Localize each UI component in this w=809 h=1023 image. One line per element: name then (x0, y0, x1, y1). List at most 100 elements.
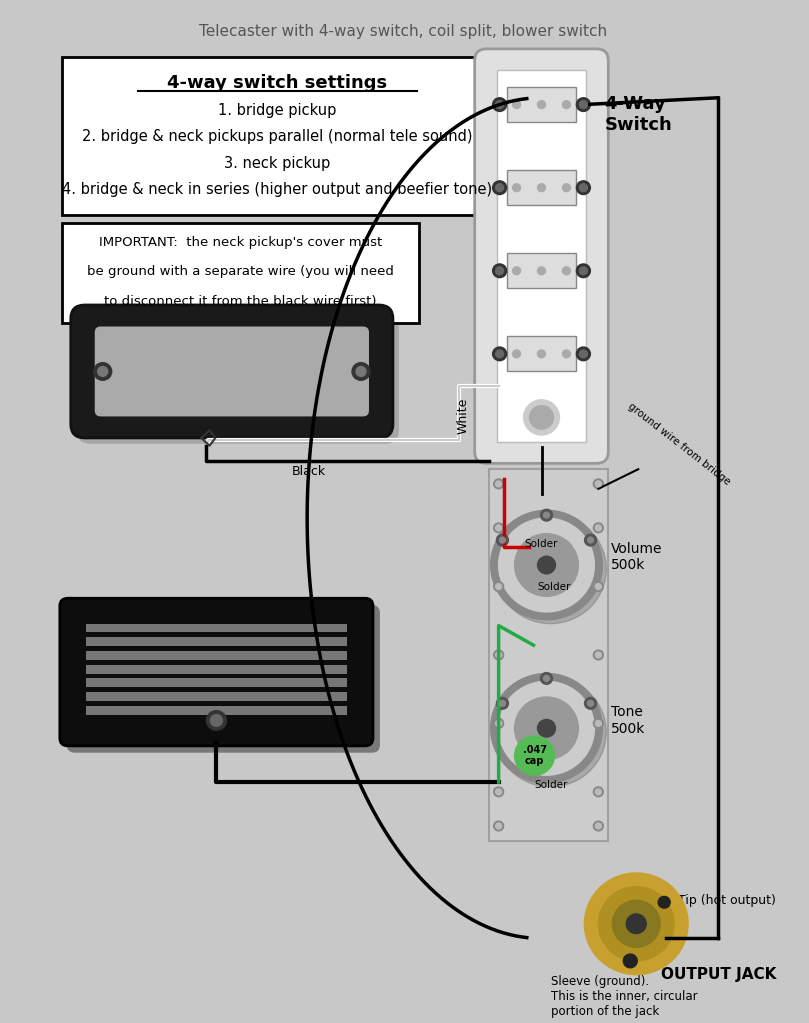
Circle shape (515, 697, 578, 759)
Circle shape (576, 98, 591, 112)
Circle shape (530, 406, 553, 429)
Circle shape (496, 100, 504, 108)
Text: Tone
500k: Tone 500k (612, 705, 646, 736)
Circle shape (497, 534, 508, 546)
Circle shape (210, 715, 222, 726)
Circle shape (493, 821, 504, 831)
FancyBboxPatch shape (67, 605, 380, 753)
Text: 3. neck pickup: 3. neck pickup (224, 155, 330, 171)
Circle shape (513, 350, 520, 358)
Circle shape (593, 650, 604, 660)
Circle shape (593, 479, 604, 489)
Circle shape (537, 100, 545, 108)
FancyBboxPatch shape (506, 87, 576, 122)
Text: Volume
500k: Volume 500k (612, 542, 663, 572)
Circle shape (493, 582, 504, 591)
Circle shape (579, 184, 587, 191)
Bar (86, 651, 347, 660)
FancyBboxPatch shape (506, 337, 576, 371)
Text: 2. bridge & neck pickups parallel (normal tele sound): 2. bridge & neck pickups parallel (norma… (82, 129, 472, 144)
Circle shape (584, 873, 688, 975)
FancyBboxPatch shape (60, 598, 373, 746)
Circle shape (659, 896, 670, 908)
Circle shape (513, 100, 520, 108)
Text: Sleeve (ground).
This is the inner, circular
portion of the jack: Sleeve (ground). This is the inner, circ… (552, 975, 698, 1018)
Circle shape (490, 673, 603, 783)
Circle shape (494, 677, 606, 787)
Circle shape (513, 184, 520, 191)
Circle shape (493, 718, 504, 728)
Circle shape (593, 523, 604, 533)
Circle shape (352, 363, 370, 381)
Circle shape (587, 701, 594, 706)
FancyBboxPatch shape (61, 56, 493, 215)
Circle shape (490, 510, 603, 620)
FancyBboxPatch shape (497, 71, 587, 442)
Circle shape (496, 789, 502, 795)
Circle shape (94, 363, 112, 381)
Circle shape (498, 681, 595, 775)
Circle shape (496, 350, 504, 358)
Circle shape (493, 787, 504, 797)
FancyBboxPatch shape (95, 326, 369, 416)
FancyBboxPatch shape (475, 49, 608, 463)
Circle shape (585, 698, 596, 709)
Circle shape (498, 518, 595, 612)
Text: White: White (456, 397, 469, 434)
Circle shape (515, 737, 554, 775)
Text: .047
cap: .047 cap (523, 745, 547, 766)
Text: Black: Black (292, 464, 326, 478)
Circle shape (595, 525, 601, 531)
Text: Solder: Solder (535, 780, 568, 790)
Text: to disconnect it from the black wire first): to disconnect it from the black wire fir… (104, 295, 376, 308)
Circle shape (493, 264, 506, 277)
Circle shape (540, 672, 553, 684)
Circle shape (562, 100, 570, 108)
FancyBboxPatch shape (489, 470, 608, 841)
Text: 4-way switch settings: 4-way switch settings (167, 74, 388, 92)
Circle shape (562, 267, 570, 275)
Text: OUTPUT JACK: OUTPUT JACK (661, 967, 777, 982)
Circle shape (496, 824, 502, 829)
Circle shape (537, 350, 545, 358)
Circle shape (494, 515, 606, 624)
Bar (86, 706, 347, 715)
Circle shape (513, 267, 520, 275)
Circle shape (595, 652, 601, 658)
Circle shape (579, 267, 587, 275)
FancyBboxPatch shape (61, 223, 419, 322)
Circle shape (493, 347, 506, 361)
Circle shape (593, 582, 604, 591)
Text: 1. bridge pickup: 1. bridge pickup (218, 103, 337, 118)
Circle shape (537, 184, 545, 191)
Circle shape (496, 652, 502, 658)
Circle shape (587, 537, 594, 543)
Text: Solder: Solder (538, 581, 571, 591)
FancyBboxPatch shape (77, 311, 399, 444)
Circle shape (537, 719, 556, 737)
Circle shape (206, 711, 227, 730)
Circle shape (493, 181, 506, 194)
Circle shape (493, 523, 504, 533)
Circle shape (595, 720, 601, 726)
Circle shape (537, 267, 545, 275)
Circle shape (593, 821, 604, 831)
Bar (86, 693, 347, 701)
Bar (86, 624, 347, 632)
Circle shape (593, 718, 604, 728)
Text: be ground with a separate wire (you will need: be ground with a separate wire (you will… (87, 265, 394, 278)
Circle shape (623, 954, 637, 968)
Circle shape (595, 789, 601, 795)
Text: Tip (hot output): Tip (hot output) (678, 894, 776, 906)
Bar (86, 665, 347, 673)
Circle shape (579, 100, 587, 108)
Circle shape (496, 267, 504, 275)
Circle shape (496, 720, 502, 726)
Text: ground wire from bridge: ground wire from bridge (626, 401, 732, 487)
Circle shape (576, 181, 591, 194)
Circle shape (496, 525, 502, 531)
Circle shape (576, 347, 591, 361)
Text: IMPORTANT:  the neck pickup's cover must: IMPORTANT: the neck pickup's cover must (99, 236, 382, 249)
Text: 4-Way
Switch: 4-Way Switch (604, 95, 672, 134)
Circle shape (595, 824, 601, 829)
